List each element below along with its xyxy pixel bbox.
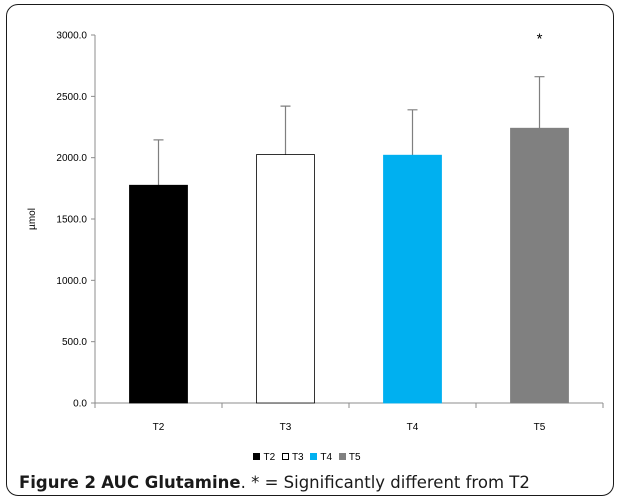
legend-item-t5: T5	[338, 452, 361, 463]
x-tick-label-t2: T2	[153, 422, 165, 433]
legend-swatch-t4	[310, 453, 318, 460]
bar-t4	[383, 154, 442, 404]
legend-label-t5: T5	[348, 452, 361, 463]
x-tick-label-t4: T4	[407, 422, 419, 433]
y-tick-label: 500.0	[62, 337, 87, 348]
y-tick-label: 1500.0	[56, 215, 87, 226]
legend-item-t2: T2	[253, 452, 275, 463]
legend-swatch-t5	[338, 453, 346, 460]
y-axis-label: µmol	[27, 208, 38, 230]
figure-title: AUC Glutamine	[101, 473, 241, 492]
bar-chart: 0.0 500.0 1000.0 1500.0 2000.0 2500.0 3000.0 µm…	[27, 31, 604, 433]
x-tick-label-t3: T3	[280, 422, 292, 433]
x-tick-label-t5: T5	[534, 422, 546, 433]
y-tick-label: 1000.0	[56, 276, 87, 287]
legend-item-t3: T3	[281, 452, 304, 463]
significance-marker-t5: *	[537, 31, 543, 48]
legend-swatch-t3	[281, 453, 289, 460]
figure-label: Figure 2	[19, 473, 97, 492]
y-tick-label: 2000.0	[56, 153, 87, 164]
figure-frame: 0.0 500.0 1000.0 1500.0 2000.0 2500.0 3000.0 µm…	[6, 4, 614, 496]
legend-label-t2: T2	[263, 452, 276, 463]
legend-swatch-t2	[253, 453, 261, 460]
bar-t3	[256, 154, 315, 404]
legend-label-t4: T4	[320, 452, 333, 463]
bar-t2	[129, 184, 188, 404]
y-tick-label: 3000.0	[56, 31, 87, 42]
y-tick-label: 2500.0	[56, 92, 87, 103]
legend-label-t3: T3	[291, 452, 304, 463]
legend-item-t4: T4	[310, 452, 332, 463]
y-tick-label: 0.0	[73, 399, 87, 410]
figure-caption: Figure 2 AUC Glutamine. * = Significantl…	[19, 473, 530, 492]
legend: T2 T3 T4 T5	[7, 452, 607, 463]
bar-t5	[510, 127, 569, 404]
caption-note: . * = Significantly different from T2	[240, 473, 530, 492]
